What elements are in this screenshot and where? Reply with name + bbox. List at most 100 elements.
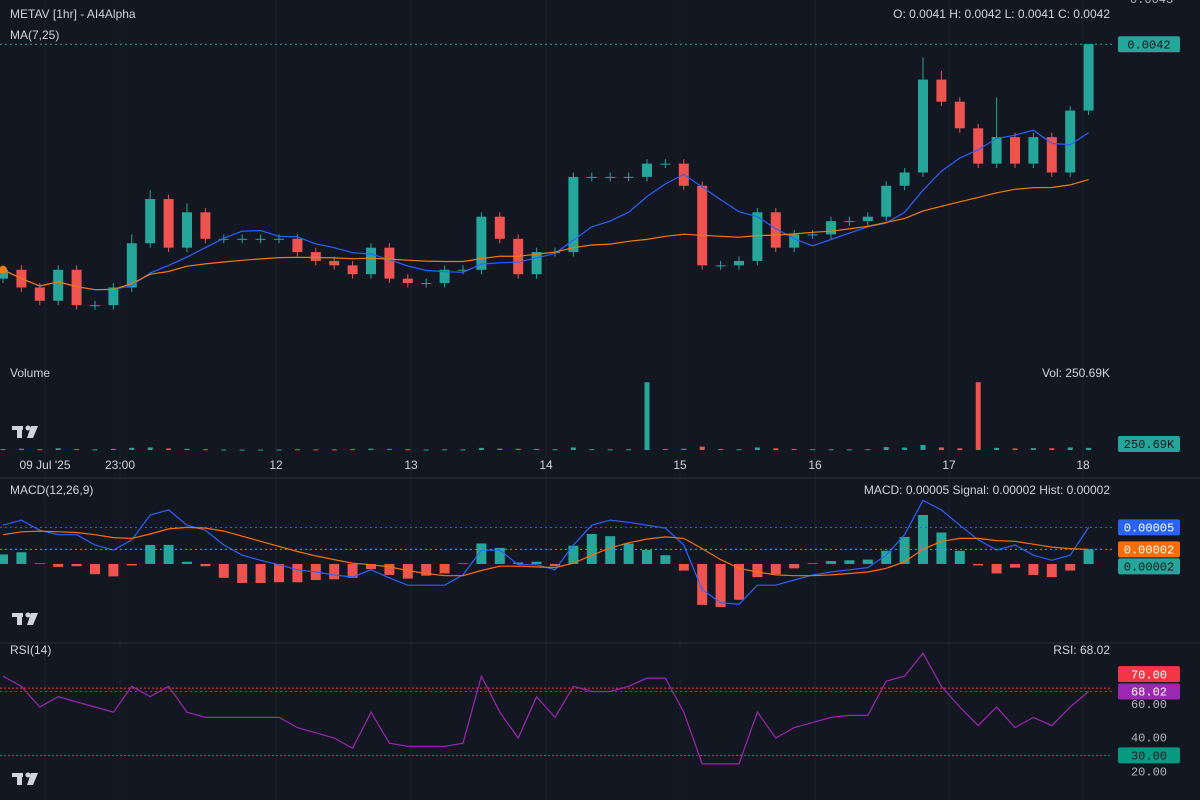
candle-body: [1028, 137, 1039, 164]
histogram-bar: [826, 561, 836, 564]
histogram-bar: [347, 563, 358, 578]
y-tick-label: 0.0043: [1130, 0, 1173, 7]
ohlc-legend: O: 0.0041 H: 0.0042 L: 0.0041 C: 0.0042: [893, 7, 1110, 21]
price-badge: [1118, 436, 1180, 452]
indicator-label: MA(7,25): [10, 28, 59, 42]
candle-body: [439, 269, 450, 284]
volume-bar: [626, 449, 632, 451]
histogram-bar: [329, 563, 340, 580]
candle-body: [218, 238, 229, 240]
volume-bar: [810, 449, 816, 451]
histogram-bar: [255, 563, 266, 583]
candle-body: [292, 238, 303, 253]
volume-bar: [92, 449, 98, 451]
price-badge: [1118, 683, 1180, 700]
x-tick-label: 18: [1076, 458, 1090, 472]
histogram-bar: [936, 532, 947, 564]
y-tick-label: 60.00: [1131, 698, 1167, 712]
histogram-bar: [0, 554, 8, 564]
volume-bar: [883, 447, 889, 450]
histogram-bar: [1010, 563, 1020, 568]
histogram-bar: [954, 550, 965, 564]
candle-body: [973, 128, 984, 164]
price-badge: [1118, 747, 1180, 764]
histogram-bar: [34, 563, 45, 564]
candle-body: [182, 212, 192, 248]
histogram-bar: [1028, 563, 1039, 575]
volume-bar: [221, 449, 227, 451]
pane-title: MACD(12,26,9): [10, 483, 93, 497]
chart-title: METAV [1hr] - AI4Alpha: [10, 7, 136, 21]
histogram-bar: [752, 563, 763, 578]
histogram-bar: [568, 545, 579, 564]
volume-bar: [497, 448, 503, 450]
candle-body: [1046, 137, 1057, 173]
histogram-bar: [899, 536, 910, 564]
volume-bar: [55, 448, 61, 450]
volume-bar: [699, 446, 705, 450]
candle-body: [697, 185, 708, 266]
volume-bar: [239, 449, 245, 451]
candle-body: [274, 238, 284, 240]
moving-average: [2, 129, 1089, 291]
histogram-bar: [200, 563, 211, 567]
candle-body: [826, 221, 836, 235]
histogram-bar: [402, 563, 413, 579]
histogram-bar: [973, 563, 984, 566]
histogram-bar: [71, 563, 82, 567]
volume-bar: [37, 449, 43, 451]
volume-bar: [202, 449, 208, 451]
volume-bar: [1049, 448, 1055, 450]
volume-bar: [129, 447, 135, 450]
volume-bar: [938, 447, 944, 450]
volume-bar: [166, 448, 172, 450]
histogram-bar: [218, 563, 229, 578]
volume-bar: [423, 449, 429, 451]
x-tick-label: 16: [808, 458, 822, 472]
volume-bar: [994, 447, 1000, 450]
candle-body: [145, 199, 156, 244]
candle-body: [1083, 44, 1094, 111]
candle-body: [789, 234, 800, 248]
candle-body: [476, 216, 487, 270]
candle-body: [71, 269, 82, 306]
pane-title: RSI(14): [10, 643, 51, 657]
y-tick-label: 20.00: [1131, 765, 1167, 779]
candle-body: [90, 305, 100, 307]
pane-legend: MACD: 0.00005 Signal: 0.00002 Hist: 0.00…: [864, 483, 1110, 497]
volume-bar: [294, 449, 300, 451]
volume-bar: [754, 447, 760, 450]
histogram-bar: [991, 563, 1002, 574]
candle-body: [34, 287, 45, 301]
candle-body: [237, 238, 248, 240]
price-badge-label: 30.00: [1131, 750, 1167, 764]
price-badge-label: 0.00005: [1124, 522, 1174, 536]
volume-bar: [644, 382, 650, 450]
histogram-bar: [862, 559, 873, 564]
volume-bar: [773, 448, 779, 450]
candle-body: [715, 265, 726, 267]
histogram-bar: [439, 563, 450, 574]
price-badge: [1118, 519, 1180, 536]
histogram-bar: [807, 563, 818, 564]
candle-body: [494, 216, 505, 239]
candle-body: [844, 221, 855, 223]
price-badge-label: 70.00: [1131, 668, 1167, 682]
histogram-bar: [678, 563, 689, 571]
histogram-bar: [918, 514, 928, 564]
volume-bar: [718, 449, 724, 451]
histogram-bar: [513, 562, 524, 564]
histogram-bar: [458, 563, 468, 564]
candle-body: [126, 243, 137, 288]
candle-body: [1065, 110, 1076, 173]
candle-body: [421, 283, 432, 285]
histogram-bar: [108, 563, 119, 577]
histogram-bar: [366, 563, 376, 570]
indicator-line: [2, 652, 1089, 765]
candle-body: [623, 176, 634, 178]
histogram-bar: [844, 560, 855, 564]
candle-body: [568, 176, 579, 253]
volume-bar: [1030, 448, 1036, 450]
